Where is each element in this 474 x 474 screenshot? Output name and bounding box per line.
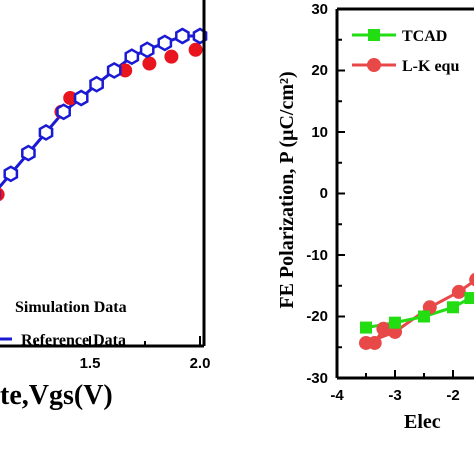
reference-data-point <box>3 165 19 183</box>
lk-equ-point <box>451 284 466 299</box>
reference-data-point <box>21 144 36 162</box>
reference-data-point <box>38 123 54 141</box>
right-y-tick-10: 10 <box>311 124 328 141</box>
simulation-data-point <box>118 63 133 78</box>
left-legend-label-reference: Reference Data <box>21 332 126 349</box>
right-y-axis-title: FE Polarization, P (μC/cm²) <box>276 71 298 308</box>
left-panel: 1.5 2.0 te,Vgs(V) Simulation Data Refere… <box>0 0 210 411</box>
right-legend-label-lk: L-K equ <box>402 58 459 75</box>
left-tick-label-2-0: 2.0 <box>190 355 211 372</box>
left-legend-label-simulation: Simulation Data <box>15 299 127 316</box>
reference-data-point <box>157 34 173 52</box>
tcad-point <box>464 292 474 305</box>
right-legend-swatch-lk-marker <box>367 58 381 72</box>
simulation-data-point <box>63 91 78 105</box>
reference-data-point <box>89 75 104 93</box>
reference-data-point <box>106 61 122 79</box>
reference-data-point <box>175 27 190 45</box>
lk-equ-point <box>469 272 474 287</box>
simulation-data-point <box>188 42 203 57</box>
left-tick-label-1-5: 1.5 <box>80 355 101 372</box>
reference-data-line <box>0 34 200 189</box>
reference-data-point <box>73 89 89 107</box>
right-y-tick-20: 20 <box>311 62 328 79</box>
tcad-point <box>389 316 401 329</box>
right-x-tick-minus-2: -2 <box>446 387 459 404</box>
lk-equ-point <box>367 335 382 350</box>
right-y-tick-minus-20: -20 <box>306 308 328 325</box>
tcad-point <box>447 301 459 314</box>
lk-equ-point <box>376 321 391 336</box>
reference-data-point <box>56 103 71 121</box>
right-panel: 30 20 10 0 -10 -20 -30 -4 -3 -2 Elec FE … <box>276 1 474 433</box>
reference-data-point <box>139 41 155 59</box>
left-x-axis-title: te,Vgs(V) <box>0 380 113 411</box>
reference-data-point <box>124 48 140 66</box>
simulation-data-point <box>164 49 179 64</box>
right-legend: TCAD L-K equ <box>352 28 459 75</box>
right-x-tick-minus-4: -4 <box>330 387 344 404</box>
tcad-point <box>418 310 430 323</box>
right-y-tick-0: 0 <box>320 185 328 202</box>
right-y-tick-minus-10: -10 <box>306 247 328 264</box>
left-series-markers <box>0 27 208 202</box>
right-y-tick-30: 30 <box>311 1 328 18</box>
right-x-tick-minus-3: -3 <box>388 387 401 404</box>
right-y-tick-minus-30: -30 <box>306 370 328 387</box>
simulation-data-point <box>0 187 5 202</box>
right-x-axis-title: Elec <box>404 411 441 433</box>
right-legend-label-tcad: TCAD <box>402 28 447 45</box>
right-series-markers <box>359 272 474 350</box>
left-legend: Simulation Data Reference Data <box>0 299 127 349</box>
left-series-lines <box>0 34 200 189</box>
simulation-data-point <box>142 56 157 71</box>
right-legend-swatch-tcad-marker <box>368 29 380 41</box>
tcad-point <box>360 321 372 334</box>
